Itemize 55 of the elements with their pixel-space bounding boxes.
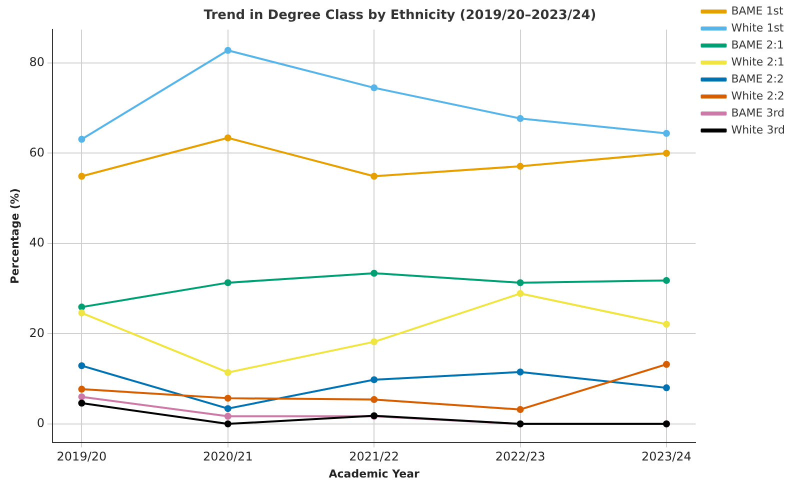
point [78, 172, 86, 180]
legend-label: White 3rd [731, 123, 786, 136]
point [662, 276, 670, 284]
point [516, 162, 524, 170]
point [370, 338, 378, 346]
legend-label: White 2:1 [731, 55, 784, 68]
point [370, 84, 378, 92]
point [662, 320, 670, 328]
point [224, 420, 232, 428]
point [516, 368, 524, 376]
x-tick-label: 2021/22 [349, 450, 400, 464]
point [370, 396, 378, 404]
y-axis-title: Percentage (%) [8, 188, 22, 284]
point [78, 304, 86, 311]
point [662, 384, 670, 392]
legend-label: BAME 3rd [731, 106, 785, 120]
legend-label: BAME 2:1 [731, 38, 784, 52]
legend-label: BAME 1st [731, 4, 784, 18]
x-tick-label: 2020/21 [202, 450, 253, 464]
legend-label: White 2:2 [731, 89, 784, 102]
y-tick-label: 40 [29, 236, 44, 250]
point [516, 114, 524, 122]
point [662, 360, 670, 368]
point [516, 406, 524, 413]
y-tick-label: 80 [29, 55, 44, 70]
point [224, 279, 232, 286]
legend-label: White 1st [731, 21, 784, 34]
point [370, 376, 378, 384]
point [370, 172, 378, 180]
point [78, 362, 86, 370]
point [224, 412, 232, 420]
point [224, 368, 232, 376]
chart-title: Trend in Degree Class by Ethnicity (2019/20–2023/24) [204, 8, 596, 24]
point [78, 136, 86, 143]
point [516, 279, 524, 286]
y-tick-label: 20 [29, 326, 44, 340]
point [662, 150, 670, 157]
point [78, 386, 86, 393]
point [662, 130, 670, 137]
x-axis-title: Academic Year [328, 467, 420, 480]
point [224, 134, 232, 142]
point [224, 46, 232, 54]
point [370, 270, 378, 277]
point [224, 405, 232, 412]
point [78, 400, 86, 407]
legend-label: BAME 2:2 [731, 72, 784, 86]
point [78, 309, 86, 316]
x-tick-label: 2022/23 [495, 450, 546, 464]
point [516, 290, 524, 298]
point [224, 394, 232, 402]
point [78, 393, 86, 400]
y-tick-label: 0 [36, 416, 44, 430]
y-tick-label: 60 [29, 145, 44, 160]
x-tick-label: 2023/24 [642, 450, 692, 464]
x-tick-label: 2019/20 [56, 450, 107, 464]
